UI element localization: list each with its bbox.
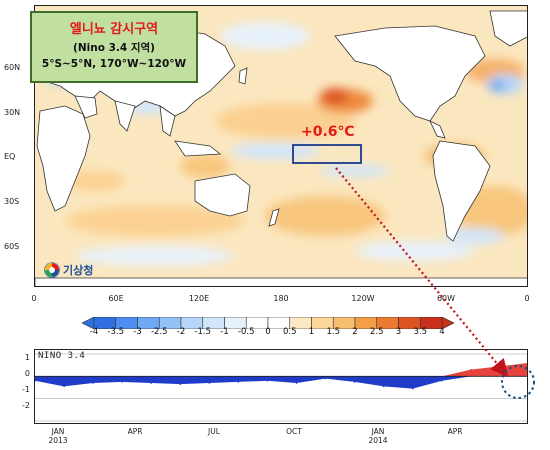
lon-label-0-right: 0 <box>524 294 530 303</box>
lon-label-0-left: 0 <box>31 294 37 303</box>
ts-data-point <box>150 382 153 384</box>
anomaly-value-label: +0.6℃ <box>301 124 355 140</box>
lon-label-120w: 120W <box>351 294 375 303</box>
ts-data-point <box>441 380 443 382</box>
ts-month-oct: OCT <box>286 427 302 436</box>
ts-data-point <box>208 382 211 384</box>
colorbar-label: -2.5 <box>150 327 168 337</box>
colorbar-label: 4 <box>439 327 445 337</box>
nino34-timeseries-panel <box>34 349 528 424</box>
ts-month-apr-2014: APR <box>447 427 463 436</box>
timeseries-title: NINO 3.4 <box>38 351 86 361</box>
ts-data-point <box>63 385 65 388</box>
ts-data-point <box>35 380 36 382</box>
ts-data-point <box>179 383 182 385</box>
new-zealand-shape <box>268 208 280 227</box>
ts-ytick-neg1: -1 <box>22 385 30 394</box>
colorbar-label: -0.5 <box>237 327 255 337</box>
japan-shape <box>238 67 248 85</box>
ts-data-point <box>237 381 240 383</box>
ts-data-point <box>121 381 123 383</box>
ts-data-point <box>382 385 385 388</box>
colorbar-label: 2 <box>352 327 358 337</box>
lon-label-120e: 120E <box>188 294 210 303</box>
lon-label-180: 180 <box>273 294 289 303</box>
antarctica-shape <box>35 277 527 286</box>
ts-data-point <box>295 382 298 384</box>
africa-shape <box>36 105 91 212</box>
lat-label-60s: 60S <box>4 242 20 251</box>
colorbar-label: -2 <box>176 327 186 337</box>
colorbar-label: 0 <box>265 327 271 337</box>
info-box-range: 5°S~5°N, 170°W~120°W <box>41 58 187 70</box>
colorbar-label: -3.5 <box>107 327 125 337</box>
kma-logo-text: 기상청 <box>63 264 94 277</box>
colorbar-label: -4 <box>89 327 99 337</box>
nino34-timeseries-chart <box>35 353 527 422</box>
lat-label-eq: EQ <box>4 152 16 161</box>
colorbar-label: 1 <box>308 327 315 337</box>
australia-shape <box>194 173 251 217</box>
ts-year-2013: 2013 <box>48 436 68 445</box>
colorbar-label: -1.5 <box>194 327 212 337</box>
ts-positive-area <box>35 363 527 377</box>
ts-data-point <box>411 387 414 390</box>
info-box-subtitle: (Nino 3.4 지역) <box>73 42 155 54</box>
ts-ytick-0: 0 <box>24 369 30 378</box>
info-box-title: 엘니뇨 감시구역 <box>69 22 159 37</box>
ts-data-point <box>92 382 94 384</box>
ts-month-jul: JUL <box>208 427 220 436</box>
ts-data-point <box>499 365 501 368</box>
lon-label-60e: 60E <box>108 294 124 303</box>
colorbar-label: 2.5 <box>369 327 384 337</box>
india-shape <box>114 100 136 132</box>
colorbar-label: 1.5 <box>326 327 341 337</box>
lat-label-60n: 60N <box>4 63 21 72</box>
lat-label-30n: 30N <box>4 108 21 117</box>
arabia-shape <box>74 95 98 119</box>
ts-ytick-neg2: -2 <box>22 401 30 410</box>
colorbar-label: 3 <box>395 327 402 337</box>
ts-month-jan-2013: JAN <box>51 427 65 436</box>
ts-month-apr: APR <box>127 427 143 436</box>
ts-ytick-1: 1 <box>24 353 30 362</box>
ts-data-point <box>353 381 356 383</box>
colorbar-label: -1 <box>220 327 229 337</box>
central-america-shape <box>429 120 446 139</box>
indonesia-shape <box>174 140 222 157</box>
kma-logo: 기상청 <box>44 262 93 278</box>
colorbar-label: -3 <box>133 327 142 337</box>
ts-year-2014: 2014 <box>368 436 388 445</box>
colorbar-label: 0.5 <box>282 327 297 337</box>
se-asia-shape <box>159 105 176 137</box>
ts-data-point <box>266 380 269 382</box>
greenland-shape <box>489 10 527 47</box>
nino34-region-box <box>292 144 362 164</box>
nino-region-info-box: 엘니뇨 감시구역 (Nino 3.4 지역) 5°S~5°N, 170°W~12… <box>30 11 198 83</box>
north-america-shape <box>334 25 486 122</box>
ts-negative-area <box>35 376 527 389</box>
ts-data-point <box>324 377 327 380</box>
ts-data-point <box>470 368 472 371</box>
kma-swirl-icon <box>44 262 60 278</box>
lon-label-60w: 60W <box>436 294 456 303</box>
colorbar-label: 3.5 <box>413 327 428 337</box>
lat-label-30s: 30S <box>4 197 20 206</box>
ts-month-jan-2014: JAN <box>371 427 385 436</box>
